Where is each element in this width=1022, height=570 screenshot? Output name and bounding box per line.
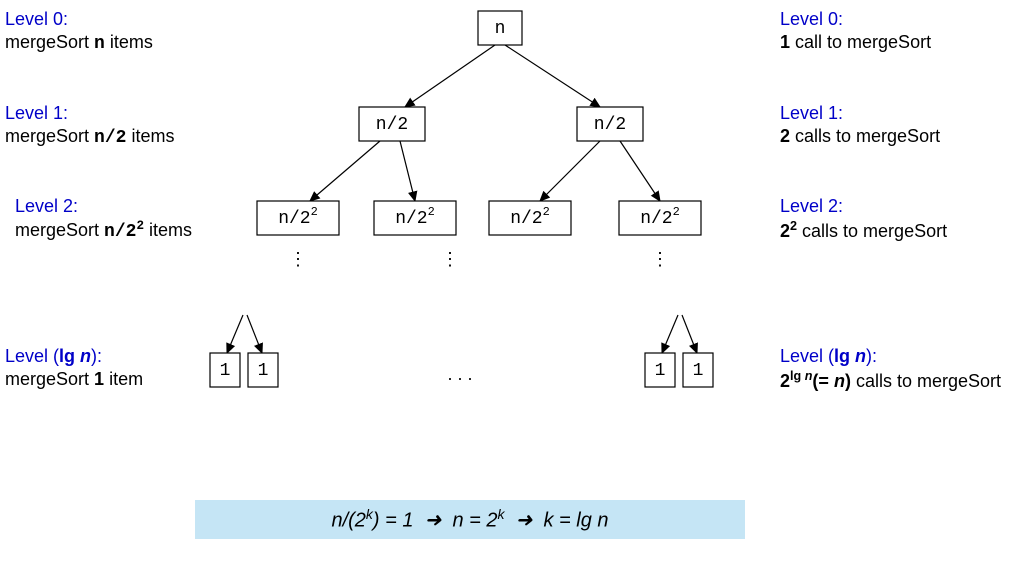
edge-7: [247, 315, 262, 353]
node-label-root: n: [495, 19, 506, 39]
edge-5: [620, 141, 660, 201]
vdots-1: ⋮: [441, 249, 459, 269]
right-label-3: Level (lg n):2lg n(= n) calls to mergeSo…: [780, 345, 1010, 394]
hdots: . . .: [447, 364, 472, 384]
left-label-3: Level (lg n):mergeSort 1 item: [5, 345, 143, 392]
node-label-leaf1: 1: [220, 361, 231, 381]
left-label-1: Level 1:mergeSort n/2 items: [5, 102, 174, 151]
node-label-leaf2: 1: [258, 361, 269, 381]
formula-box: n/(2k) = 1 ➜ n = 2k ➜ k = lg n: [195, 500, 745, 539]
right-label-2: Level 2:22 calls to mergeSort: [780, 195, 1010, 244]
edge-1: [505, 45, 600, 107]
node-label-l1a: n/2: [376, 115, 408, 135]
node-label-leaf4: 1: [693, 361, 704, 381]
edge-0: [405, 45, 495, 107]
left-label-2: Level 2:mergeSort n/22 items: [15, 195, 192, 245]
edge-6: [227, 315, 243, 353]
edge-2: [310, 141, 380, 201]
node-label-l1b: n/2: [594, 115, 626, 135]
vdots-2: ⋮: [651, 249, 669, 269]
edge-3: [400, 141, 415, 201]
edge-8: [662, 315, 678, 353]
edge-4: [540, 141, 600, 201]
vdots-0: ⋮: [289, 249, 307, 269]
edge-9: [682, 315, 697, 353]
node-label-leaf3: 1: [655, 361, 666, 381]
right-label-0: Level 0:1 call to mergeSort: [780, 8, 1010, 55]
right-label-1: Level 1:2 calls to mergeSort: [780, 102, 1010, 149]
left-label-0: Level 0:mergeSort n items: [5, 8, 153, 57]
